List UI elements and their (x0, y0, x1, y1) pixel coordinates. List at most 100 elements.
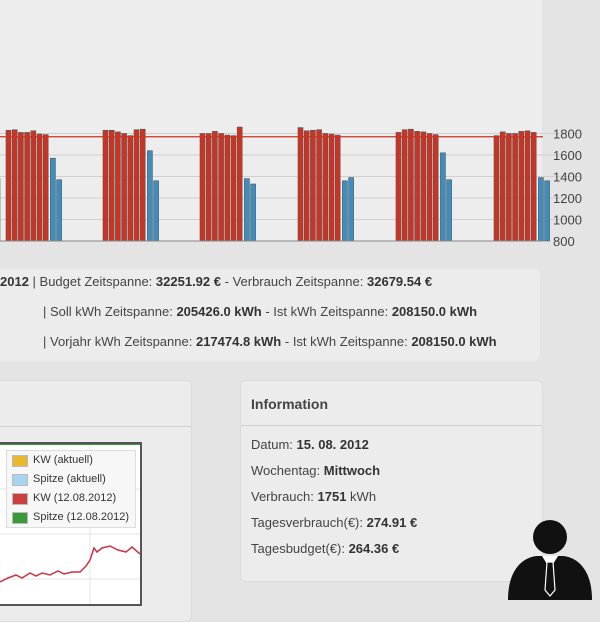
consumption-bar (230, 135, 237, 242)
peak-bar (544, 180, 550, 242)
consumption-bar (432, 134, 439, 242)
peak-bar (153, 180, 159, 242)
consumption-bar (518, 131, 525, 242)
consumption-bar (42, 134, 49, 242)
plot-area (0, 0, 542, 241)
legend-item-spitze-aktuell[interactable]: Spitze (aktuell) (7, 470, 135, 489)
summary-box: 2012 | Budget Zeitspanne: 32251.92 € - V… (0, 269, 540, 361)
soll-label: | Soll kWh Zeitspanne: (43, 304, 173, 319)
peak-bar (342, 180, 348, 242)
consumption-bar (414, 131, 420, 242)
peak-bar (538, 177, 544, 242)
info-row-wochentag: Wochentag: Mittwoch (251, 463, 380, 478)
tagesverbrauch-value: 274.91 € (366, 515, 418, 530)
legend-label: Spitze (aktuell) (33, 473, 106, 485)
consumption-bar (408, 128, 414, 242)
peak-bar (440, 152, 446, 242)
y-tick-label: 1800 (553, 127, 582, 142)
consumption-bar (499, 131, 506, 242)
verbrauch-label: - Verbrauch Zeitspanne: (224, 274, 364, 289)
peak-bar (348, 177, 354, 242)
user-avatar-icon[interactable] (505, 515, 595, 600)
budget-value: 32251.92 € (155, 274, 221, 289)
consumption-bar (401, 129, 408, 242)
information-title: Information (251, 396, 328, 412)
consumption-bar (212, 131, 218, 242)
legend-item-kw-12-08[interactable]: KW (12.08.2012) (7, 489, 135, 508)
consumption-bar (133, 129, 140, 242)
consumption-bar (426, 133, 433, 242)
verbrauch-info-label: Verbrauch: (251, 489, 314, 504)
consumption-bar (127, 135, 134, 242)
wochentag-value: Mittwoch (323, 463, 381, 478)
verbrauch-info-unit: kWh (350, 489, 377, 504)
legend-label: Spitze (12.08.2012) (33, 511, 130, 523)
tagesbudget-value: 264.36 € (348, 541, 400, 556)
consumption-bar (139, 128, 146, 242)
consumption-bar (493, 135, 500, 242)
consumption-bar (121, 133, 127, 242)
info-row-tagesverbrauch: Tagesverbrauch(€): 274.91 € (251, 515, 417, 530)
tagesbudget-label: Tagesbudget(€): (251, 541, 345, 556)
consumption-bar (420, 131, 427, 242)
legend-swatch (12, 474, 28, 486)
consumption-bar (236, 126, 243, 242)
y-tick-label: 1400 (553, 170, 582, 185)
consumption-bar (102, 129, 109, 242)
consumption-bar (24, 132, 30, 242)
consumption-bar (11, 129, 18, 242)
consumption-bar (530, 132, 537, 242)
soll-value: 205426.0 kWh (176, 304, 262, 319)
legend-label: KW (12.08.2012) (33, 492, 117, 504)
consumption-bar-chart: 1800 1600 1400 1200 1000 800 (0, 0, 582, 249)
panel-divider (241, 425, 542, 426)
consumption-bar (5, 129, 12, 242)
consumption-bar (512, 133, 518, 242)
consumption-bar (328, 133, 335, 242)
ist-label-2: - Ist kWh Zeitspanne: (284, 334, 408, 349)
peak-bar (147, 150, 153, 242)
budget-label: | Budget Zeitspanne: (32, 274, 153, 289)
wochentag-label: Wochentag: (251, 463, 321, 478)
legend-swatch (12, 512, 28, 524)
ist-value-2: 208150.0 kWh (411, 334, 497, 349)
vorjahr-value: 217474.8 kWh (195, 334, 282, 349)
information-panel: Information Datum: 15. 08. 2012 Wochenta… (240, 380, 543, 582)
datum-value: 15. 08. 2012 (296, 437, 369, 452)
consumption-bar (108, 129, 115, 242)
consumption-bar (30, 130, 37, 242)
peak-bar (446, 179, 452, 242)
legend-item-kw-aktuell[interactable]: KW (aktuell) (7, 451, 135, 470)
vorjahr-label: | Vorjahr kWh Zeitspanne: (43, 334, 193, 349)
consumption-bar (316, 129, 322, 242)
tagesverbrauch-label: Tagesverbrauch(€): (251, 515, 363, 530)
consumption-bar (115, 131, 121, 242)
y-tick-label: 800 (553, 234, 575, 249)
y-tick-label: 1600 (553, 148, 582, 163)
legend-swatch (12, 493, 28, 505)
consumption-bar (224, 134, 231, 242)
peak-bar (250, 183, 256, 242)
consumption-bar (322, 133, 329, 242)
consumption-bar (524, 130, 531, 242)
y-tick-label: 1200 (553, 191, 582, 206)
info-row-tagesbudget: Tagesbudget(€): 264.36 € (251, 541, 399, 556)
legend-item-spitze-12-08[interactable]: Spitze (12.08.2012) (7, 508, 135, 527)
y-tick-label: 1000 (553, 213, 582, 228)
consumption-bar (297, 127, 304, 242)
consumption-bar (205, 133, 212, 242)
summary-year: 2012 (0, 274, 29, 289)
summary-line-soll: | Soll kWh Zeitspanne: 205426.0 kWh - Is… (43, 304, 477, 319)
peak-bar (244, 178, 250, 242)
peak-bar (50, 157, 56, 242)
consumption-bar (18, 132, 24, 242)
consumption-bar (36, 133, 43, 242)
consumption-bar (199, 133, 206, 242)
summary-line-vorjahr: | Vorjahr kWh Zeitspanne: 217474.8 kWh -… (43, 334, 497, 349)
legend-swatch (12, 455, 28, 467)
ist-label: - Ist kWh Zeitspanne: (265, 304, 389, 319)
info-row-verbrauch: Verbrauch: 1751 kWh (251, 489, 376, 504)
kw-line (0, 545, 141, 583)
ist-value: 208150.0 kWh (391, 304, 478, 319)
consumption-bar (218, 133, 224, 242)
